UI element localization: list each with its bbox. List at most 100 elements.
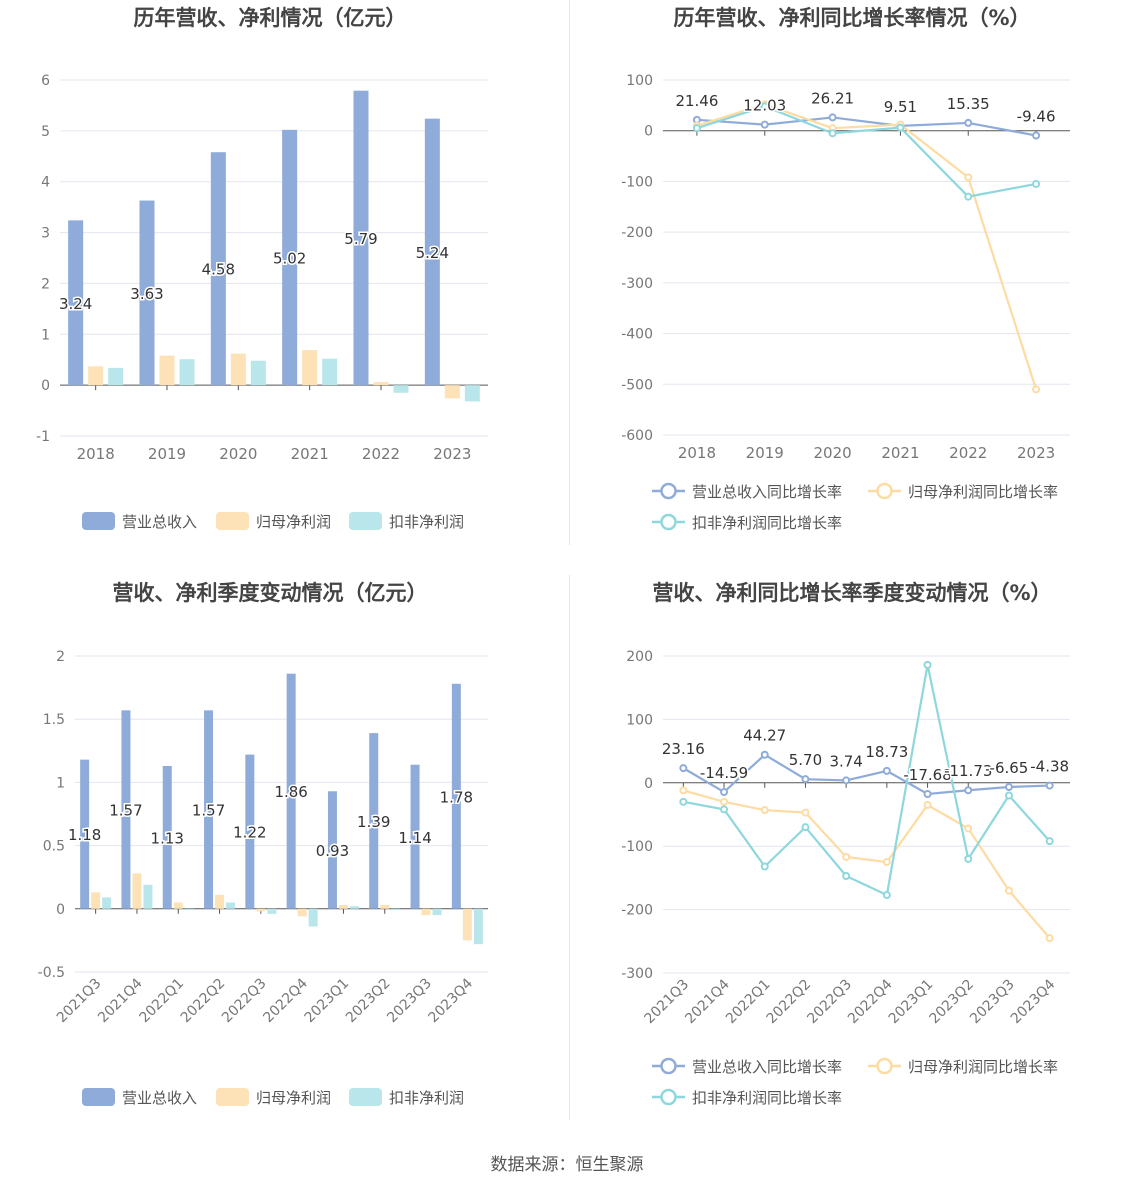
point-扣非净利润同比增长率-2023Q2 xyxy=(964,854,973,863)
y-tick-label: -0.5 xyxy=(38,965,65,981)
legend-item-扣非净利润: 扣非净利润 xyxy=(349,1088,464,1107)
chart-title: 营收、净利同比增长率季度变动情况（%） xyxy=(652,581,1051,605)
bar-归母净利润-2023Q1 xyxy=(338,905,348,909)
legend-item-扣非净利润同比增长率: 扣非净利润同比增长率 xyxy=(652,1088,842,1107)
annual-growth-rate-chart: 历年营收、净利同比增长率情况（%） -600 -500 -400 -300 -200 -10… xyxy=(621,6,1070,532)
point-营业总收入同比增长率-2022 xyxy=(964,118,973,127)
x-tick-label: 2022Q2 xyxy=(764,977,815,1028)
data-label: 23.16 xyxy=(662,740,705,758)
y-tick-label: 1 xyxy=(41,327,50,343)
point-归母净利润同比增长率-2022Q2 xyxy=(801,808,810,817)
point-归母净利润同比增长率-2023Q1 xyxy=(923,800,932,809)
point-营业总收入同比增长率-2022Q2 xyxy=(801,775,810,784)
bar-营业总收入-2019 xyxy=(139,200,155,386)
point-归母净利润同比增长率-2022Q3 xyxy=(842,852,851,861)
legend-swatch-marker xyxy=(660,482,677,500)
legend-swatch xyxy=(82,512,115,530)
point-扣非净利润同比增长率-2021Q3 xyxy=(679,797,688,806)
point-扣非净利润同比增长率-2022Q1 xyxy=(760,862,769,871)
data-label: 21.46 xyxy=(675,92,718,110)
legend-label: 营业总收入同比增长率 xyxy=(692,483,842,501)
legend-label: 扣非净利润同比增长率 xyxy=(692,514,842,532)
data-label: 3.24 xyxy=(59,295,92,313)
data-label: 1.39 xyxy=(357,813,390,831)
data-label: 1.57 xyxy=(192,802,225,820)
x-tick-label: 2021Q3 xyxy=(642,977,693,1028)
data-label: -11.73 xyxy=(944,762,992,780)
legend-item-扣非净利润同比增长率: 扣非净利润同比增长率 xyxy=(652,513,842,532)
x-tick-label: 2019 xyxy=(746,444,784,462)
bar-归母净利润-2018 xyxy=(88,366,104,386)
series-line-营业总收入同比增长率 xyxy=(682,753,1050,796)
bar-归母净利润-2020 xyxy=(230,353,246,386)
data-label: 44.27 xyxy=(743,727,786,745)
x-tick-label: 2021Q3 xyxy=(54,976,105,1027)
data-label: 3.74 xyxy=(829,752,862,770)
data-label: 1.13 xyxy=(151,829,184,847)
data-label: -17.68 xyxy=(903,766,951,784)
point-营业总收入同比增长率-2021Q3 xyxy=(679,764,688,773)
x-tick-label: 2018 xyxy=(77,445,115,463)
legend-item-归母净利润: 归母净利润 xyxy=(216,512,331,531)
legend-swatch xyxy=(349,1088,382,1106)
bar-归母净利润-2019 xyxy=(159,355,175,386)
x-tick-label: 2022Q3 xyxy=(219,976,270,1027)
bar-营业总收入-2023Q2 xyxy=(369,733,379,909)
x-tick-label: 2022Q3 xyxy=(804,977,855,1028)
bar-扣非净利润-2023Q1 xyxy=(349,906,359,909)
data-label: -6.65 xyxy=(990,759,1029,777)
y-tick-label: 0 xyxy=(56,902,65,918)
point-归母净利润同比增长率-2023 xyxy=(1032,385,1041,394)
quarterly-revenue-profit-chart: 营收、净利季度变动情况（亿元） -0.5 0 0.5 1 1.5 2 2021Q32021Q4… xyxy=(38,581,488,1107)
data-label: 9.51 xyxy=(884,98,917,116)
legend-item-扣非净利润: 扣非净利润 xyxy=(349,512,464,531)
bar-归母净利润-2023Q4 xyxy=(462,908,472,941)
y-tick-label: 2 xyxy=(56,649,65,665)
bar-扣非净利润-2021 xyxy=(322,358,338,386)
chart-title: 历年营收、净利同比增长率情况（%） xyxy=(673,6,1030,30)
bar-扣非净利润-2019 xyxy=(179,359,195,386)
legend-label: 归母净利润 xyxy=(256,1089,331,1107)
x-tick-label: 2020 xyxy=(219,445,257,463)
point-归母净利润同比增长率-2021Q4 xyxy=(720,797,729,806)
point-营业总收入同比增长率-2023Q4 xyxy=(1045,781,1054,790)
data-label: 1.57 xyxy=(109,802,142,820)
y-tick-label: -600 xyxy=(621,428,653,444)
point-扣非净利润同比增长率-2020 xyxy=(828,129,837,138)
legend-item-归母净利润同比增长率: 归母净利润同比增长率 xyxy=(868,1057,1058,1076)
legend-item-归母净利润同比增长率: 归母净利润同比增长率 xyxy=(868,482,1058,501)
point-归母净利润同比增长率-2023Q4 xyxy=(1045,934,1054,943)
series-line-归母净利润同比增长率 xyxy=(683,789,1051,939)
y-tick-label: 0 xyxy=(41,378,50,394)
y-tick-label: -200 xyxy=(621,903,653,919)
legend-swatch xyxy=(82,1088,115,1106)
bar-归母净利润-2021Q4 xyxy=(132,873,142,909)
x-tick-label: 2019 xyxy=(148,445,186,463)
y-tick-label: 100 xyxy=(626,73,653,89)
data-label: 0.93 xyxy=(316,842,349,860)
point-营业总收入同比增长率-2019 xyxy=(760,120,769,129)
series-line-营业总收入同比增长率 xyxy=(696,116,1037,137)
y-tick-label: 0.5 xyxy=(43,839,65,855)
data-label: 5.02 xyxy=(273,249,306,267)
legend-item-营业总收入: 营业总收入 xyxy=(82,512,197,531)
x-tick-label: 2023 xyxy=(433,445,471,463)
legend-label: 扣非净利润同比增长率 xyxy=(692,1089,842,1107)
point-扣非净利润同比增长率-2023Q3 xyxy=(1004,791,1013,800)
y-tick-label: 1 xyxy=(56,775,65,791)
legend-swatch xyxy=(349,512,382,530)
chart-title: 营收、净利季度变动情况（亿元） xyxy=(113,581,428,605)
point-营业总收入同比增长率-2022Q4 xyxy=(882,766,891,775)
data-label: 1.14 xyxy=(398,829,431,847)
point-扣非净利润同比增长率-2023Q4 xyxy=(1045,837,1054,846)
data-label: 18.73 xyxy=(865,743,908,761)
bar-扣非净利润-2021Q4 xyxy=(143,884,153,909)
legend-swatch-marker xyxy=(660,1088,677,1106)
data-label: 12.03 xyxy=(743,97,786,115)
legend-item-营业总收入同比增长率: 营业总收入同比增长率 xyxy=(652,1057,842,1076)
x-tick-label: 2023Q3 xyxy=(384,976,435,1027)
data-label: 1.78 xyxy=(440,788,473,806)
point-扣非净利润同比增长率-2022Q4 xyxy=(882,891,891,900)
y-tick-label: 5 xyxy=(41,124,50,140)
point-归母净利润同比增长率-2022Q4 xyxy=(882,858,891,867)
